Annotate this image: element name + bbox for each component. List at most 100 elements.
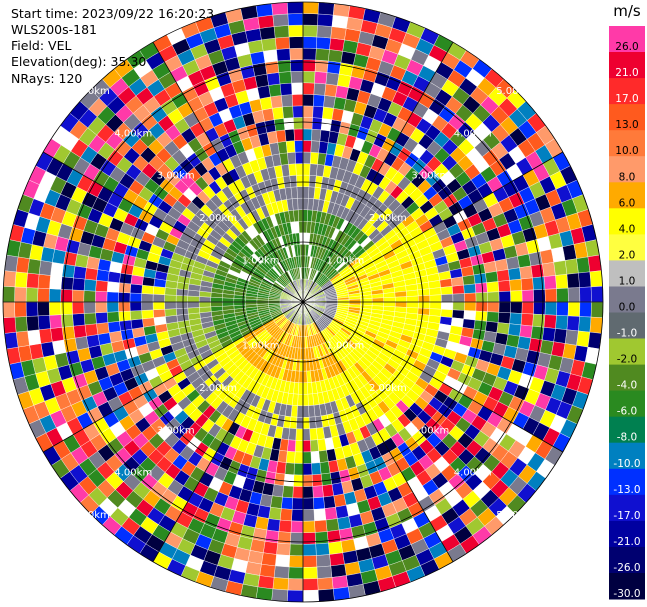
velocity-gate (475, 301, 488, 312)
colorbar-cell (609, 52, 645, 79)
velocity-gate (328, 541, 343, 555)
velocity-gate (129, 283, 143, 294)
velocity-gate (254, 73, 269, 88)
velocity-gate (302, 24, 318, 38)
velocity-gate (394, 296, 408, 303)
azimuth-line (302, 301, 564, 453)
velocity-gate (292, 105, 304, 118)
velocity-gate (302, 94, 315, 107)
velocity-gate (294, 451, 304, 464)
velocity-gate (270, 95, 283, 109)
velocity-gate (543, 314, 557, 329)
velocity-gate (290, 532, 304, 545)
velocity-gate (283, 473, 295, 487)
velocity-gate (441, 301, 454, 311)
velocity-gate (576, 256, 591, 274)
velocity-gate (261, 37, 277, 52)
colorbar-tick-label: -4.0 (617, 380, 638, 392)
velocity-gate (106, 281, 120, 293)
velocity-gate (273, 565, 290, 579)
velocity-gate (519, 265, 533, 280)
colorbar-tick-label: -21.0 (613, 536, 640, 548)
velocity-gate (564, 329, 579, 346)
colorbar-cell (609, 573, 645, 600)
colorbar-cell (609, 286, 645, 313)
velocity-gate (509, 278, 523, 292)
velocity-gate (452, 293, 465, 303)
velocity-gate (302, 451, 312, 464)
velocity-gate (302, 197, 309, 211)
velocity-gate (294, 140, 304, 153)
velocity-gate (261, 552, 277, 567)
colorbar-unit: m/s (613, 2, 641, 20)
velocity-gate (331, 14, 349, 29)
velocity-gate (329, 552, 345, 567)
velocity-gate (2, 301, 16, 318)
velocity-gate (544, 301, 558, 316)
velocity-gate (463, 310, 477, 321)
range-ring-label: 3.00km (157, 171, 195, 182)
velocity-gate (86, 334, 101, 348)
velocity-gate (589, 316, 603, 334)
colorbar-tick-label: 10.0 (615, 145, 638, 157)
velocity-gate (439, 278, 453, 288)
velocity-gate (259, 96, 273, 111)
velocity-gate (311, 473, 323, 487)
velocity-gate (302, 428, 311, 441)
velocity-gate (464, 292, 477, 303)
velocity-gate (487, 301, 500, 313)
velocity-gate (394, 301, 408, 308)
velocity-gate (474, 310, 488, 322)
colorbar-tick-label: -13.0 (613, 484, 640, 496)
velocity-gate (152, 301, 165, 311)
radar-ppi-plot: 1.00km 1.00km 1.00km 1.00km 2.00km 2.00km 2.00… (2, 1, 604, 603)
velocity-gate (175, 295, 188, 303)
velocity-gate (153, 316, 167, 326)
velocity-gate (507, 267, 522, 281)
colorbar-cell (609, 494, 645, 522)
velocity-gate (314, 531, 329, 545)
velocity-gate (291, 94, 304, 107)
velocity-gate (302, 117, 313, 130)
velocity-gate (302, 440, 312, 453)
velocity-gate (310, 450, 321, 464)
velocity-gate (533, 289, 546, 303)
velocity-gate (473, 272, 487, 285)
azimuth-line (152, 301, 304, 563)
velocity-gate (418, 295, 431, 303)
velocity-gate (323, 495, 336, 509)
velocity-gate (297, 393, 304, 407)
velocity-gate (316, 565, 333, 579)
range-ring-label: 5.00km (496, 86, 534, 97)
colorbar-tick-label: -1.0 (617, 328, 638, 340)
velocity-gate (417, 288, 430, 297)
range-ring-label: 2.00km (369, 383, 407, 394)
velocity-gate (96, 322, 110, 335)
velocity-gate (521, 289, 534, 303)
colorbar-tick-label: -6.0 (617, 406, 638, 418)
velocity-gate (152, 293, 165, 303)
velocity-gate (497, 280, 511, 292)
velocity-gate (60, 289, 73, 303)
velocity-gate (520, 277, 534, 291)
velocity-gate (316, 554, 331, 568)
velocity-gate (257, 14, 275, 29)
velocity-gate (309, 428, 318, 441)
velocity-gate (14, 286, 27, 303)
velocity-gate (287, 578, 304, 591)
velocity-gate (307, 393, 315, 406)
velocity-gate (383, 296, 396, 303)
velocity-gate (72, 277, 86, 291)
velocity-gate (72, 313, 86, 327)
colorbar-tick-label: 0.0 (619, 302, 636, 314)
velocity-gate (296, 186, 304, 199)
velocity-gate (295, 428, 304, 441)
velocity-gate (406, 289, 419, 297)
velocity-gate (275, 129, 287, 143)
velocity-gate (276, 542, 291, 556)
velocity-gate (96, 269, 110, 282)
velocity-gate (498, 301, 511, 314)
velocity-gate (118, 292, 131, 303)
colorbar-cell (609, 156, 645, 183)
velocity-gate (284, 462, 295, 476)
